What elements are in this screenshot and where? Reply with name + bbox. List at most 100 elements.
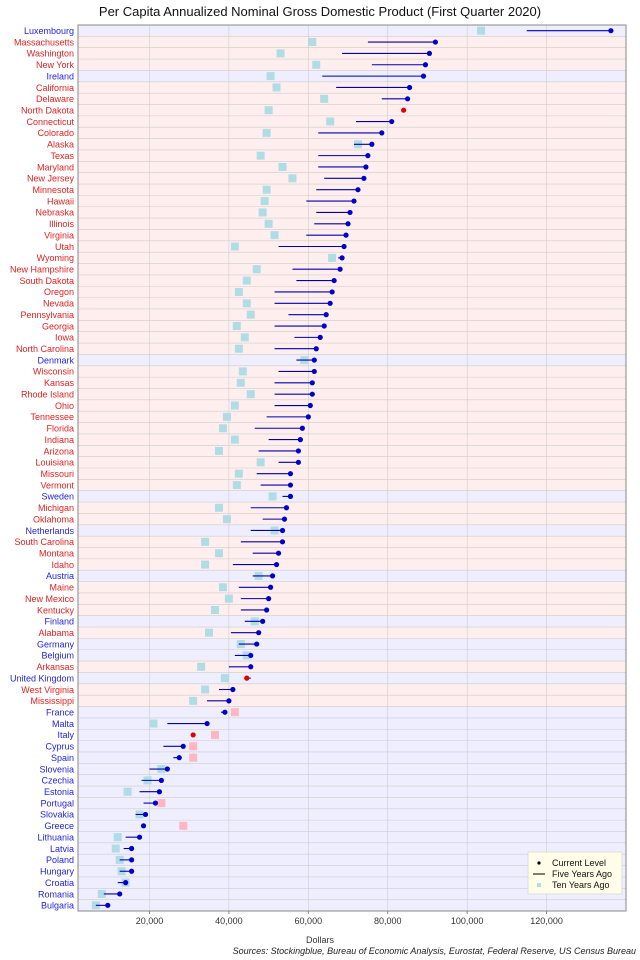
row-label: Utah bbox=[55, 242, 74, 252]
current-level-point bbox=[266, 596, 272, 602]
row-label: Czechia bbox=[41, 776, 74, 786]
ten-year-marker bbox=[205, 628, 214, 637]
current-level-point bbox=[267, 584, 274, 590]
current-level-point bbox=[313, 346, 319, 352]
ten-year-marker bbox=[214, 549, 223, 558]
row-band bbox=[78, 854, 626, 866]
current-level-points bbox=[105, 28, 614, 908]
ten-year-marker bbox=[220, 674, 229, 683]
ten-year-marker bbox=[260, 197, 269, 206]
current-level-point bbox=[426, 50, 433, 56]
current-level-point bbox=[365, 153, 371, 159]
row-label: Arkansas bbox=[36, 662, 74, 672]
row-label: Alabama bbox=[38, 628, 74, 638]
current-level-point bbox=[317, 334, 323, 340]
current-level-point bbox=[156, 789, 163, 795]
legend-box bbox=[527, 851, 623, 895]
current-level-point bbox=[361, 175, 367, 181]
row-band bbox=[78, 820, 626, 832]
plot-frame bbox=[77, 24, 627, 912]
row-label: Oklahoma bbox=[33, 514, 74, 524]
row-label: Wisconsin bbox=[33, 367, 74, 377]
row-label: Indiana bbox=[44, 435, 74, 445]
ten-year-marker bbox=[326, 117, 335, 126]
row-label: Texas bbox=[50, 151, 74, 161]
row-band bbox=[78, 876, 626, 889]
row-band bbox=[78, 581, 626, 593]
ten-year-marker bbox=[197, 662, 206, 671]
row-label: Nevada bbox=[43, 299, 74, 309]
ten-year-marker bbox=[113, 833, 122, 842]
five-year-lines bbox=[95, 30, 611, 906]
current-level-point bbox=[176, 755, 182, 761]
row-label: Connecticut bbox=[26, 117, 74, 127]
ten-year-marker bbox=[240, 333, 249, 342]
row-band bbox=[78, 331, 626, 344]
ten-year-marker bbox=[230, 708, 239, 717]
row-band bbox=[78, 240, 626, 253]
row-label: Hungary bbox=[40, 867, 75, 877]
row-label: Maryland bbox=[37, 162, 74, 172]
row-band bbox=[78, 343, 626, 355]
chart-title: Per Capita Annualized Nominal Gross Dome… bbox=[98, 4, 542, 19]
row-band bbox=[78, 627, 626, 639]
row-band bbox=[78, 59, 626, 71]
row-band bbox=[78, 786, 626, 798]
row-label: Denmark bbox=[37, 355, 74, 365]
row-label: Hawaii bbox=[47, 196, 74, 206]
row-label: Mississippi bbox=[30, 696, 74, 706]
row-label: California bbox=[36, 83, 74, 93]
current-level-point bbox=[295, 459, 301, 465]
ten-year-marker bbox=[242, 299, 251, 308]
x-tick-label: 120,000 bbox=[530, 916, 563, 926]
row-label: New Hampshire bbox=[10, 265, 74, 275]
ten-year-marker bbox=[252, 265, 261, 274]
current-level-point bbox=[309, 391, 315, 397]
current-level-point bbox=[129, 857, 135, 863]
ten-year-marker bbox=[242, 276, 251, 285]
current-level-point bbox=[129, 845, 135, 852]
row-label: Ohio bbox=[55, 401, 74, 411]
ten-year-marker bbox=[189, 742, 198, 751]
current-level-point bbox=[158, 777, 164, 783]
row-band bbox=[78, 433, 626, 446]
current-level-point bbox=[331, 277, 337, 284]
current-level-point bbox=[345, 221, 351, 227]
ten-year-marker bbox=[232, 322, 241, 331]
ten-year-marker bbox=[211, 730, 219, 739]
current-level-point bbox=[389, 118, 395, 125]
row-band bbox=[78, 377, 626, 389]
row-label: Portugal bbox=[40, 798, 74, 808]
row-label: Tennessee bbox=[30, 412, 74, 422]
current-level-point bbox=[273, 561, 280, 568]
ten-year-marker bbox=[268, 492, 277, 501]
ten-year-marker bbox=[234, 344, 243, 353]
ten-year-marker bbox=[149, 719, 158, 728]
row-label: Estonia bbox=[44, 787, 74, 797]
current-level-point bbox=[117, 891, 123, 897]
current-level-point bbox=[351, 198, 357, 204]
row-label: Louisiana bbox=[35, 458, 74, 468]
row-band bbox=[78, 513, 626, 525]
current-level-point bbox=[355, 187, 361, 193]
row-band bbox=[78, 524, 626, 537]
row-label: Ireland bbox=[46, 71, 74, 81]
row-band bbox=[78, 695, 626, 707]
row-label: Croatia bbox=[45, 878, 74, 888]
row-band bbox=[78, 263, 626, 275]
row-band bbox=[78, 592, 626, 605]
current-level-point bbox=[321, 323, 327, 329]
row-label: Italy bbox=[57, 730, 74, 740]
row-label: United Kingdom bbox=[10, 673, 74, 683]
row-band bbox=[78, 320, 626, 332]
current-level-point bbox=[369, 141, 375, 147]
current-level-point bbox=[230, 686, 236, 693]
ten-year-marker bbox=[270, 231, 279, 240]
row-band bbox=[78, 842, 626, 855]
current-level-point bbox=[123, 880, 129, 886]
row-band bbox=[78, 649, 626, 662]
ten-year-marker bbox=[179, 821, 188, 830]
row-label: Idaho bbox=[51, 560, 74, 570]
ten-year-marker bbox=[157, 799, 166, 808]
